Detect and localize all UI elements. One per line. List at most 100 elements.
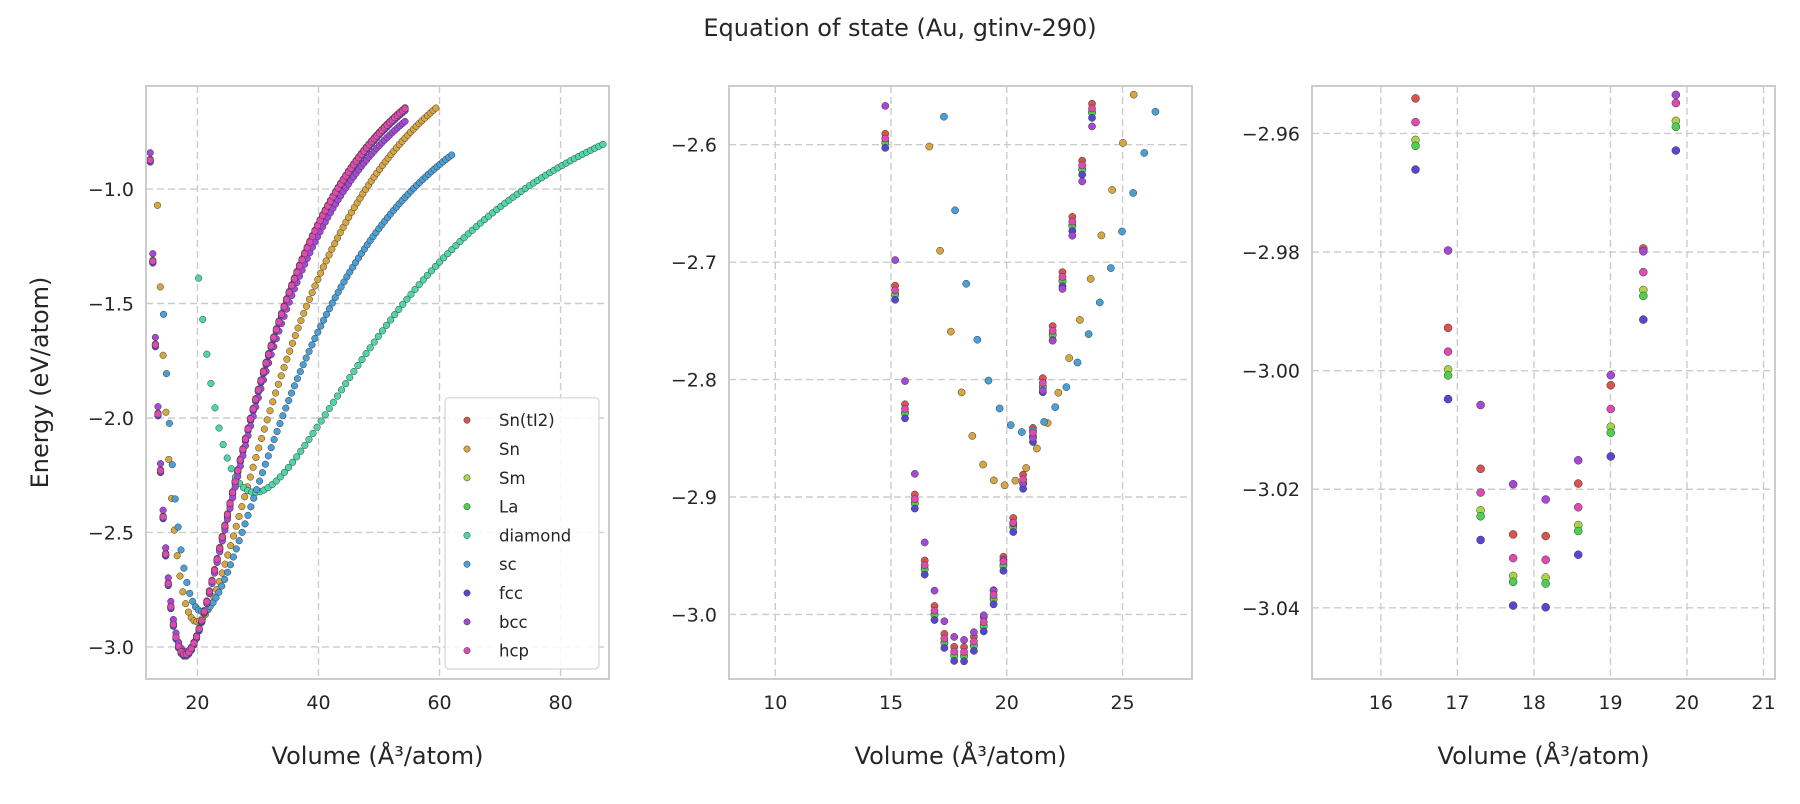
data-point-bcc [162, 544, 170, 552]
data-point-diamond [362, 350, 370, 358]
data-point-fcc [1573, 550, 1583, 559]
data-point-sn-ti2- [1541, 531, 1550, 541]
data-point-sn [311, 282, 319, 290]
data-point-sc [331, 294, 339, 302]
data-point-sn [232, 522, 240, 530]
data-point-diamond [305, 435, 313, 443]
data-point-diamond [313, 423, 321, 431]
data-point-sn [957, 388, 966, 397]
legend-label: Sn [499, 440, 520, 459]
data-point-sc [984, 376, 993, 385]
data-point-bcc [970, 628, 978, 637]
data-point-sn [286, 347, 294, 355]
data-point-hcp [930, 606, 939, 615]
data-point-sc [226, 561, 235, 569]
data-point-sc [232, 545, 240, 553]
data-point-sc [165, 419, 173, 427]
data-point-sn [255, 444, 263, 452]
data-point-sn [936, 246, 944, 255]
data-point-bcc [1443, 246, 1453, 255]
data-point-hcp [234, 467, 242, 475]
data-point-hcp [979, 618, 988, 626]
data-point-bcc [151, 333, 159, 341]
data-point-diamond [366, 344, 374, 352]
data-point-sn [235, 512, 243, 521]
data-point-sn [241, 493, 249, 501]
data-point-la [1639, 291, 1648, 301]
data-point-diamond [215, 424, 223, 432]
data-point-fcc [960, 657, 968, 666]
data-point-fcc [1088, 113, 1096, 122]
data-point-diamond [358, 355, 366, 364]
data-point-fcc [940, 644, 949, 652]
data-point-hcp [1476, 488, 1485, 497]
data-point-bcc [164, 574, 172, 582]
y-tick-label: −3.0 [88, 637, 134, 659]
data-point-sc [253, 486, 261, 494]
data-point-diamond [370, 338, 378, 346]
data-point-bcc [1639, 247, 1648, 256]
data-point-sn [263, 416, 271, 424]
data-point-la [1443, 371, 1453, 380]
data-point-sc [215, 588, 223, 596]
data-point-hcp [1058, 273, 1067, 281]
data-point-la [1541, 579, 1550, 588]
data-point-sc [247, 503, 255, 511]
data-point-sn [249, 463, 257, 471]
data-point-diamond [284, 463, 293, 472]
panel-3: 16 17 18 19 20 21 −3.04 −3.02 −3.00 −2.98 −2.96 Vol… [1242, 4, 1776, 770]
data-point-sc [305, 347, 313, 355]
data-point-fcc [950, 657, 959, 665]
data-point-diamond [301, 441, 309, 449]
y-tick-label: −1.0 [88, 179, 134, 201]
data-point-sc [1129, 189, 1138, 197]
data-point-sc [258, 469, 267, 477]
data-point-sc [1062, 383, 1071, 391]
data-point-sc [270, 435, 278, 444]
data-point-sn [1129, 90, 1138, 99]
data-point-diamond [223, 454, 231, 462]
data-point-fcc [989, 600, 998, 609]
data-point-hcp [283, 296, 291, 304]
data-point-sc [1151, 107, 1160, 116]
data-point-hcp [1671, 98, 1681, 108]
data-point-la [1508, 577, 1518, 587]
data-point-sn [159, 351, 167, 359]
data-point-sn [1054, 388, 1063, 397]
x-tick-label: 10 [763, 692, 787, 714]
data-point-bcc [146, 149, 154, 157]
data-point-sn [1086, 275, 1095, 283]
data-point-sc [177, 546, 185, 554]
data-point-sc [1051, 403, 1060, 412]
panel-1: 20 40 60 80 −3.0 −2.5 −2.0 −1.5 −1.0 Volume (Å³/a… [26, 85, 610, 770]
data-point-hcp [295, 262, 304, 270]
legend-marker [463, 589, 471, 597]
data-point-sc [302, 354, 310, 362]
data-point-diamond [395, 305, 403, 313]
data-point-diamond [354, 361, 362, 370]
data-point-bcc [1038, 386, 1047, 395]
data-point-bcc [1058, 285, 1067, 293]
data-point-sc [290, 382, 299, 390]
data-point-fcc [970, 647, 978, 655]
data-point-hcp [226, 500, 234, 508]
data-point-sn [1076, 316, 1084, 324]
data-point-diamond [289, 458, 297, 466]
data-point-sm [1098, 51, 1105, 58]
data-point-fcc [920, 570, 929, 579]
data-point-bcc [1412, 4, 1420, 12]
data-point-hcp [241, 435, 250, 443]
figure-title: Equation of state (Au, gtinv-290) [703, 14, 1096, 42]
data-point-hcp [1098, 48, 1105, 55]
data-point-diamond [382, 321, 391, 329]
data-point-sc [174, 523, 182, 531]
data-point-diamond [415, 281, 423, 289]
x-tick-label: 16 [1369, 692, 1393, 714]
data-point-fcc [1639, 315, 1648, 324]
legend-label: diamond [499, 526, 571, 545]
panel-2: 10 15 20 25 −3.0 −2.9 −2.8 −2.7 −2.6 Volume (Å³/a… [671, 48, 1193, 770]
data-point-hcp [159, 513, 167, 521]
data-point-hcp [910, 495, 919, 504]
legend-marker [463, 503, 471, 511]
y-tick-label: −2.8 [671, 370, 717, 392]
